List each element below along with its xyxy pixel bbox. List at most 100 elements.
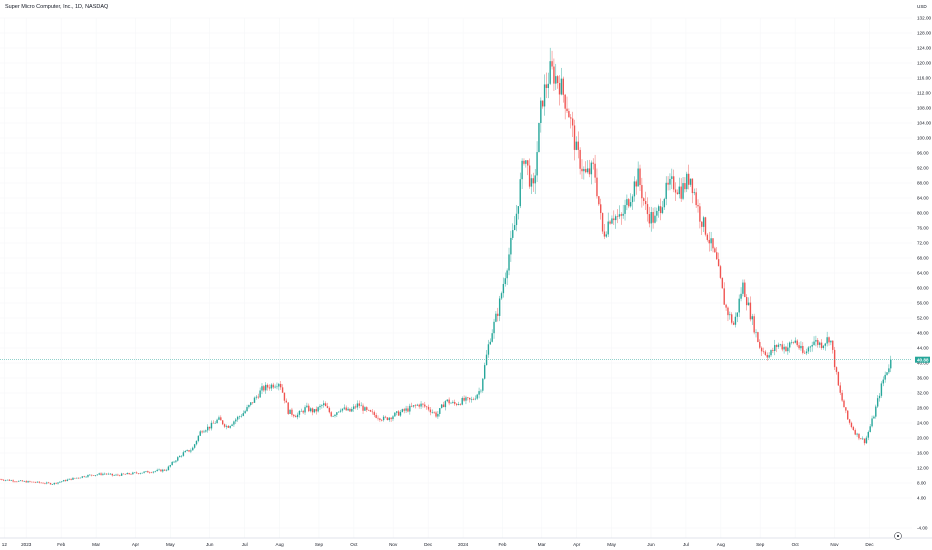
y-tick-label: 8.00 <box>917 481 926 486</box>
candle-body <box>699 206 701 222</box>
candle-body <box>261 386 263 391</box>
candle-body <box>130 474 132 475</box>
candle-body <box>448 399 450 404</box>
candle-body <box>407 408 409 412</box>
candle-body <box>238 416 241 417</box>
currency-label: USD <box>917 4 927 9</box>
candle-body <box>137 473 140 474</box>
candle-body <box>659 206 662 214</box>
candle-body <box>656 210 658 216</box>
candle-body <box>221 420 224 425</box>
candle-body <box>225 425 228 427</box>
candle-body <box>796 340 798 346</box>
candle-body <box>96 474 99 476</box>
candle-body <box>386 417 389 421</box>
candle-body <box>8 479 11 481</box>
candle-body <box>184 451 186 453</box>
candle-body <box>392 416 394 420</box>
candle-body <box>68 478 70 480</box>
candle-body <box>822 345 825 348</box>
candle-body <box>646 204 649 215</box>
candle-body <box>682 183 684 199</box>
x-tick-label: Feb <box>57 542 65 547</box>
candle-body <box>480 390 482 392</box>
candle-body <box>27 481 29 483</box>
candle-body <box>614 216 617 221</box>
candle-body <box>272 384 274 388</box>
candle-body <box>309 408 312 412</box>
settings-icon[interactable] <box>897 535 899 537</box>
candle-body <box>869 426 871 432</box>
candle-body <box>689 178 692 185</box>
candle-body <box>643 198 645 202</box>
candle-body <box>860 438 862 440</box>
candle-body <box>85 476 87 478</box>
candle-body <box>349 408 351 412</box>
candle-body <box>154 471 157 472</box>
candle-body <box>541 100 544 107</box>
candle-body <box>280 383 282 388</box>
candle-body <box>255 396 258 398</box>
candle-body <box>105 473 108 475</box>
candle-body <box>631 196 634 203</box>
x-tick-label: Feb <box>498 542 506 547</box>
candle-body <box>779 344 782 345</box>
candle-body <box>242 413 244 416</box>
candle-body <box>465 397 467 401</box>
candle-body <box>285 400 288 403</box>
candle-body <box>362 405 364 411</box>
y-tick-label: 36.00 <box>917 376 929 381</box>
candle-body <box>143 471 145 473</box>
candle-body <box>29 481 31 482</box>
candle-body <box>813 341 815 345</box>
candle-body <box>367 409 370 411</box>
candle-body <box>723 288 725 305</box>
candle-body <box>47 482 50 484</box>
candle-body <box>330 412 332 417</box>
candle-body <box>227 425 230 428</box>
candle-body <box>98 473 100 475</box>
candle-body <box>257 396 259 398</box>
candle-body <box>847 410 849 420</box>
candle-body <box>6 479 9 481</box>
candle-body <box>1 479 3 480</box>
x-axis[interactable]: 12 2023 Feb Mar Apr May Jun Jul Aug Sep Oct Nov Dec 2… <box>2 542 874 547</box>
candle-body <box>450 402 452 404</box>
candle-body <box>250 402 252 405</box>
candle-body <box>482 378 484 391</box>
candle-body <box>600 204 602 214</box>
candle-body <box>364 407 366 411</box>
candle-body <box>111 473 113 476</box>
candle-body <box>669 178 671 185</box>
candle-body <box>489 341 491 345</box>
candle-body <box>616 216 619 217</box>
candle-body <box>519 179 521 207</box>
candle-body <box>375 415 377 418</box>
candle-body <box>637 168 639 187</box>
candle-body <box>760 347 763 352</box>
candle-body <box>777 344 780 347</box>
y-tick-label: 112.00 <box>917 91 931 96</box>
candle-body <box>410 405 413 407</box>
candle-body <box>150 472 153 474</box>
candle-body <box>603 231 606 237</box>
candle-body <box>766 354 768 358</box>
candle-body <box>321 405 323 406</box>
candle-body <box>459 403 462 405</box>
candle-body <box>783 346 785 350</box>
candle-body <box>697 205 699 207</box>
candle-body <box>76 477 78 479</box>
candle-body <box>452 401 454 403</box>
settings-button[interactable] <box>894 532 902 540</box>
candle-body <box>536 152 538 176</box>
candle-body <box>276 386 278 388</box>
candle-body <box>104 473 106 475</box>
candle-body <box>665 182 667 199</box>
candle-body <box>704 217 707 235</box>
y-axis[interactable]: 132.00 128.00 124.00 120.00 116.00 112.00 108.… <box>917 16 931 531</box>
candle-body <box>163 469 166 471</box>
candle-body <box>19 480 22 482</box>
candle-body <box>523 160 525 164</box>
candle-body <box>639 168 641 186</box>
